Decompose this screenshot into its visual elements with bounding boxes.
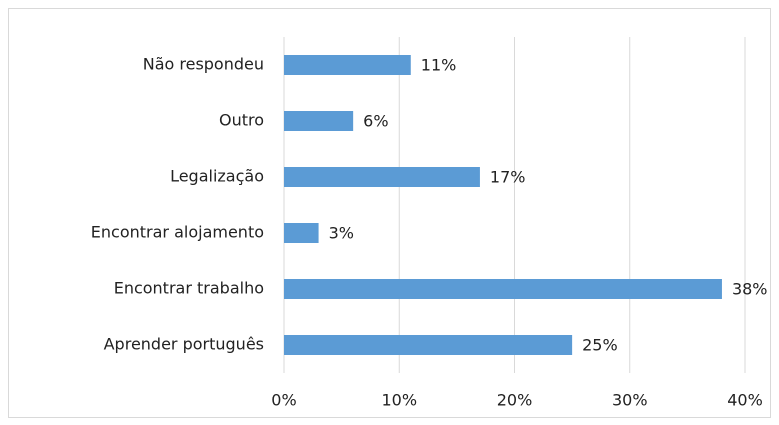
x-tick-label: 40% — [727, 391, 763, 410]
x-tick-label: 10% — [381, 391, 417, 410]
x-tick-label: 20% — [497, 391, 533, 410]
y-tick-label: Aprender português — [104, 335, 264, 354]
bar — [284, 279, 722, 299]
data-label: 11% — [421, 56, 457, 75]
data-label: 38% — [732, 280, 768, 299]
y-tick-label: Encontrar trabalho — [114, 279, 264, 298]
y-tick-label: Encontrar alojamento — [91, 223, 264, 242]
bar — [284, 167, 480, 187]
y-tick-label: Não respondeu — [143, 55, 264, 74]
bar — [284, 111, 354, 131]
data-label: 25% — [582, 336, 618, 355]
bar — [284, 55, 411, 75]
y-tick-label: Outro — [219, 111, 264, 130]
bar — [284, 223, 319, 243]
x-tick-label: 0% — [271, 391, 296, 410]
y-tick-label: Legalização — [170, 167, 264, 186]
data-label: 3% — [329, 224, 354, 243]
data-label: 17% — [490, 168, 526, 187]
data-label: 6% — [363, 112, 388, 131]
x-tick-label: 30% — [612, 391, 648, 410]
bar — [284, 335, 573, 355]
